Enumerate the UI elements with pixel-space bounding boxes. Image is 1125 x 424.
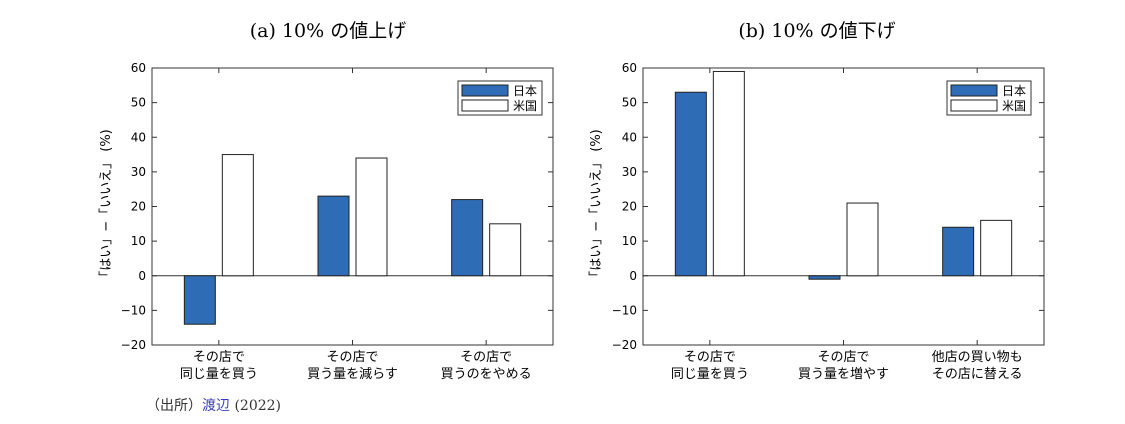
y-tick-label: 10: [622, 234, 637, 248]
y-axis-label: 「はい」−「いいえ」 (%): [589, 129, 604, 284]
x-tick-label: 同じ量を買う: [180, 367, 258, 382]
bar-us: [846, 202, 879, 277]
y-tick-label: 50: [131, 96, 146, 110]
legend-label: 日本: [513, 84, 537, 98]
chart-title: (b) 10% の値下げ: [738, 20, 895, 42]
legend-label: 日本: [1002, 84, 1026, 98]
y-tick-label: −20: [612, 338, 637, 352]
bar-us: [221, 154, 254, 277]
chart-a: (a) 10% の値上げ 60 50 40 30 20 10 0 −10 −20 「はい」−「いいえ…: [99, 20, 554, 382]
legend-label: 米国: [513, 99, 537, 113]
x-tick-label: 他店の買い物も: [932, 350, 1023, 365]
source-note: （出所）渡辺 (2022): [146, 395, 281, 415]
bar-japan: [808, 275, 841, 280]
chart-b: (b) 10% の値下げ 60 50 40 30 20 10 0 −10 −20 「はい」−「いいえ…: [589, 20, 1045, 382]
legend-swatch-us: [950, 99, 998, 112]
y-tick-label: 30: [622, 165, 637, 179]
bar-japan: [451, 199, 484, 277]
legend-swatch-us: [461, 99, 509, 112]
y-tick-label: 50: [622, 96, 637, 110]
bar-japan: [942, 226, 975, 277]
y-tick-label: −10: [612, 303, 637, 317]
x-tick-label: 買う量を増やす: [798, 367, 889, 382]
y-tick-label: 40: [622, 130, 637, 144]
source-year: (2022): [234, 398, 282, 414]
y-tick-label: 60: [131, 61, 146, 75]
y-tick-label: 20: [131, 200, 146, 214]
chart-title: (a) 10% の値上げ: [250, 20, 406, 42]
y-tick-label: 0: [138, 269, 146, 283]
y-axis-label: 「はい」−「いいえ」 (%): [99, 129, 114, 284]
y-tick-label: 30: [131, 165, 146, 179]
y-tick-label: −20: [121, 338, 146, 352]
bar-japan: [317, 195, 350, 277]
x-tick-label: その店で: [460, 350, 512, 365]
y-tick-label: 60: [622, 61, 637, 75]
x-tick-label: その店で: [684, 350, 736, 365]
source-prefix: （出所）: [146, 398, 202, 414]
bar-us: [712, 70, 745, 277]
bar-japan: [674, 91, 707, 277]
x-tick-label: 買う量を減らす: [307, 366, 398, 382]
source-link[interactable]: 渡辺: [202, 398, 230, 414]
x-tick-label: その店で: [326, 350, 378, 365]
y-tick-label: 40: [131, 130, 146, 144]
legend-label: 米国: [1002, 99, 1026, 113]
y-tick-label: 20: [622, 200, 637, 214]
legend-swatch-japan: [950, 84, 998, 97]
bar-us: [355, 157, 388, 277]
bar-japan: [183, 275, 216, 325]
legend-swatch-japan: [461, 84, 509, 97]
bar-us: [980, 219, 1013, 277]
x-tick-label: 同じ量を買う: [671, 367, 749, 382]
y-tick-label: 10: [131, 234, 146, 248]
x-tick-label: 買うのをやめる: [441, 367, 532, 382]
x-tick-label: その店に替える: [932, 367, 1023, 382]
bar-us: [489, 223, 522, 277]
x-tick-label: その店で: [817, 350, 869, 365]
x-tick-label: その店で: [193, 350, 245, 365]
y-tick-label: 0: [629, 269, 637, 283]
y-tick-label: −10: [121, 303, 146, 317]
